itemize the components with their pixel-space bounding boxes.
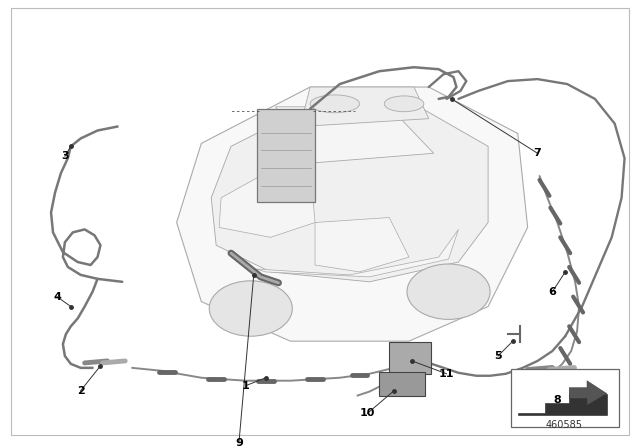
Text: 3: 3 — [61, 151, 68, 161]
Ellipse shape — [384, 96, 424, 112]
Ellipse shape — [310, 95, 360, 113]
Text: 9: 9 — [235, 438, 243, 448]
Polygon shape — [177, 87, 527, 341]
Polygon shape — [211, 104, 488, 282]
Text: 8: 8 — [554, 396, 561, 405]
Text: 460585: 460585 — [546, 420, 583, 430]
Text: 7: 7 — [534, 148, 541, 158]
Text: 6: 6 — [548, 287, 556, 297]
Ellipse shape — [407, 264, 490, 319]
Text: 5: 5 — [494, 351, 502, 361]
Polygon shape — [256, 229, 458, 277]
Polygon shape — [315, 218, 409, 272]
Text: 10: 10 — [360, 408, 375, 418]
Polygon shape — [518, 393, 607, 415]
Text: 2: 2 — [77, 386, 84, 396]
FancyBboxPatch shape — [389, 342, 431, 374]
Text: 11: 11 — [439, 369, 454, 379]
FancyBboxPatch shape — [511, 369, 619, 427]
Text: 4: 4 — [53, 292, 61, 302]
FancyBboxPatch shape — [380, 372, 425, 396]
Polygon shape — [275, 107, 434, 163]
Text: 1: 1 — [242, 381, 250, 391]
Polygon shape — [300, 87, 429, 127]
Polygon shape — [219, 166, 315, 237]
FancyBboxPatch shape — [257, 109, 315, 202]
Polygon shape — [569, 381, 607, 405]
Ellipse shape — [209, 281, 292, 336]
